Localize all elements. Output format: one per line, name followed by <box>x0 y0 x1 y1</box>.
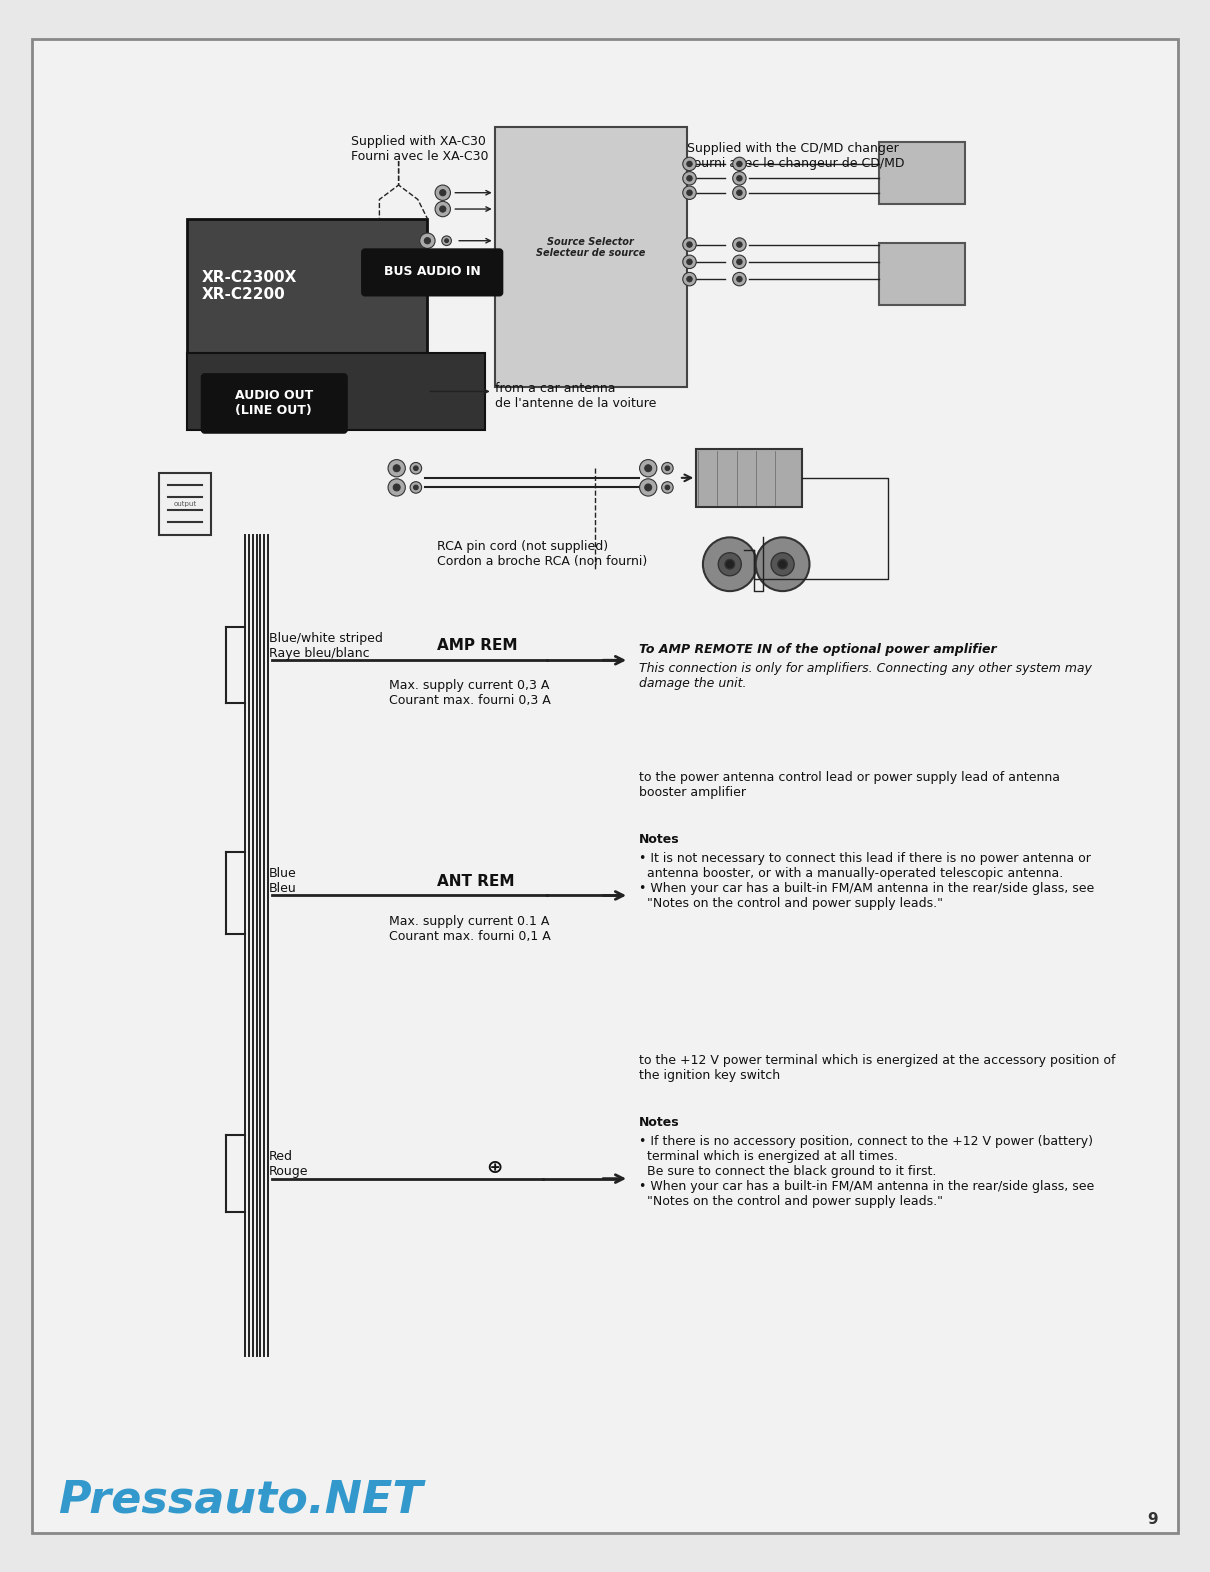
Text: This connection is only for amplifiers. Connecting any other system may
damage t: This connection is only for amplifiers. … <box>639 662 1091 690</box>
Bar <box>159 473 212 536</box>
Circle shape <box>393 465 401 472</box>
Circle shape <box>420 252 436 267</box>
Circle shape <box>682 255 696 269</box>
Circle shape <box>445 239 449 242</box>
Circle shape <box>425 237 431 244</box>
Circle shape <box>687 259 692 264</box>
Text: Supplied with XA-C30
Fourni avec le XA-C30: Supplied with XA-C30 Fourni avec le XA-C… <box>351 135 488 163</box>
Circle shape <box>737 277 742 281</box>
Circle shape <box>687 242 692 247</box>
Circle shape <box>682 171 696 185</box>
Text: Red
Rouge: Red Rouge <box>269 1151 309 1179</box>
Text: 9: 9 <box>1147 1512 1158 1526</box>
Circle shape <box>703 538 756 591</box>
Text: RCA pin cord (not supplied)
Cordon a broche RCA (non fourni): RCA pin cord (not supplied) Cordon a bro… <box>437 541 647 567</box>
Text: from a car antenna
de l'antenne de la voiture: from a car antenna de l'antenne de la vo… <box>495 382 656 410</box>
Circle shape <box>682 237 696 252</box>
Circle shape <box>388 459 405 476</box>
Circle shape <box>666 465 669 470</box>
Circle shape <box>737 259 742 264</box>
Circle shape <box>737 176 742 181</box>
Text: Blue
Bleu: Blue Bleu <box>269 868 296 894</box>
Circle shape <box>414 465 419 470</box>
Bar <box>878 242 966 305</box>
Text: AMP REM: AMP REM <box>437 638 518 654</box>
Text: Pressauto.NET: Pressauto.NET <box>58 1479 422 1522</box>
Circle shape <box>420 272 436 286</box>
Circle shape <box>733 237 747 252</box>
Bar <box>878 141 966 204</box>
Circle shape <box>687 190 692 195</box>
Text: Max. supply current 0.1 A
Courant max. fourni 0,1 A: Max. supply current 0.1 A Courant max. f… <box>388 915 551 943</box>
Circle shape <box>682 272 696 286</box>
Circle shape <box>436 201 450 217</box>
Text: Max. supply current 0,3 A
Courant max. fourni 0,3 A: Max. supply current 0,3 A Courant max. f… <box>388 679 551 707</box>
Circle shape <box>420 233 436 248</box>
FancyBboxPatch shape <box>362 250 502 296</box>
Circle shape <box>737 242 742 247</box>
Circle shape <box>687 162 692 167</box>
Circle shape <box>687 277 692 281</box>
Text: Blue/white striped
Raye bleu/blanc: Blue/white striped Raye bleu/blanc <box>269 632 382 660</box>
Circle shape <box>645 484 652 490</box>
Circle shape <box>442 275 451 285</box>
Circle shape <box>442 255 451 264</box>
Circle shape <box>436 185 450 200</box>
Circle shape <box>733 272 747 286</box>
Circle shape <box>719 553 742 575</box>
Circle shape <box>733 157 747 171</box>
Circle shape <box>771 553 794 575</box>
Circle shape <box>410 462 421 475</box>
Circle shape <box>445 258 449 263</box>
Text: Notes: Notes <box>639 1116 679 1129</box>
Text: to the power antenna control lead or power supply lead of antenna
booster amplif: to the power antenna control lead or pow… <box>639 770 1060 799</box>
Circle shape <box>733 255 747 269</box>
Circle shape <box>687 176 692 181</box>
Bar <box>188 354 485 429</box>
Circle shape <box>445 277 449 281</box>
Text: • If there is no accessory position, connect to the +12 V power (battery)
  term: • If there is no accessory position, con… <box>639 1135 1094 1209</box>
Circle shape <box>737 162 742 167</box>
Circle shape <box>733 185 747 200</box>
Circle shape <box>439 206 445 212</box>
Text: Supplied with the CD/MD changer
Fourni avec le changeur de CD/MD: Supplied with the CD/MD changer Fourni a… <box>686 141 904 170</box>
Circle shape <box>388 479 405 497</box>
Text: XR-C2300X
XR-C2200: XR-C2300X XR-C2200 <box>202 270 298 302</box>
Circle shape <box>439 190 445 196</box>
Circle shape <box>414 486 419 490</box>
Circle shape <box>737 190 742 195</box>
Circle shape <box>640 459 657 476</box>
Bar <box>188 219 427 387</box>
Text: to the +12 V power terminal which is energized at the accessory position of
the : to the +12 V power terminal which is ene… <box>639 1053 1116 1082</box>
Bar <box>696 450 802 506</box>
Circle shape <box>756 538 809 591</box>
Text: • It is not necessary to connect this lead if there is no power antenna or
  ant: • It is not necessary to connect this le… <box>639 852 1094 910</box>
Text: Source Selector
Selecteur de source: Source Selector Selecteur de source <box>536 237 645 258</box>
Circle shape <box>778 560 788 569</box>
Circle shape <box>640 479 657 497</box>
Text: Notes: Notes <box>639 833 679 846</box>
Circle shape <box>393 484 401 490</box>
Circle shape <box>425 277 431 283</box>
Text: output: output <box>173 501 196 508</box>
Circle shape <box>425 256 431 263</box>
Text: To AMP REMOTE IN of the optional power amplifier: To AMP REMOTE IN of the optional power a… <box>639 643 996 656</box>
FancyBboxPatch shape <box>202 374 347 432</box>
Text: ANT REM: ANT REM <box>437 874 514 888</box>
Circle shape <box>662 481 673 494</box>
Circle shape <box>645 465 652 472</box>
Circle shape <box>682 157 696 171</box>
Text: ⊕: ⊕ <box>486 1157 503 1176</box>
Circle shape <box>442 236 451 245</box>
Text: BUS AUDIO IN: BUS AUDIO IN <box>384 266 480 278</box>
Circle shape <box>725 560 734 569</box>
Text: AUDIO OUT
(LINE OUT): AUDIO OUT (LINE OUT) <box>235 388 313 417</box>
Circle shape <box>662 462 673 475</box>
Circle shape <box>410 481 421 494</box>
Bar <box>495 127 686 387</box>
Circle shape <box>666 486 669 490</box>
Circle shape <box>733 171 747 185</box>
Circle shape <box>682 185 696 200</box>
